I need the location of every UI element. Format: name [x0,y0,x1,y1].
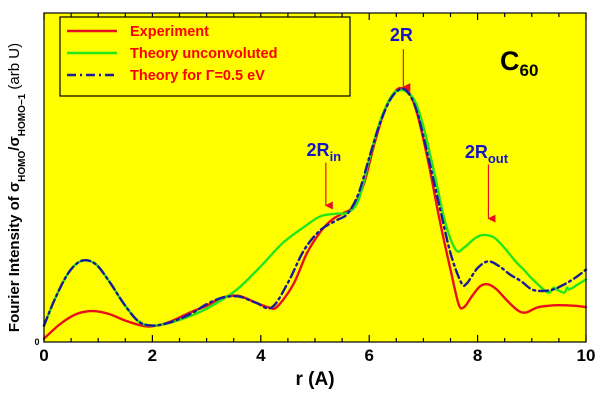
y-axis-title: Fourier Intensity of σHOMO/σHOMO−1 (arb … [6,43,28,332]
y-axis-title-slash: /σ [6,136,23,150]
x-tick-label: 10 [577,346,596,365]
annotation-sub: in [330,149,342,164]
molecule-label: C60 [500,46,538,80]
y-axis-title-sub1: HOMO [17,150,28,181]
molecule-label-sub: 60 [520,61,539,80]
annotation-label-2: 2Rin [307,140,342,164]
series-line-3 [42,87,588,327]
molecule-label-main: C [500,46,520,76]
y-axis-title-suffix: (arb U) [6,43,23,94]
x-tick-label: 8 [473,346,482,365]
annotation-main: 2R [390,25,413,45]
y-axis-title-prefix: Fourier Intensity of σ [6,182,23,332]
annotation-label-1: 2R [390,25,413,45]
annotation-main: 2R [465,142,488,162]
legend-label-3: Theory for Γ=0.5 eV [130,68,265,84]
x-tick-label: 2 [148,346,157,365]
x-tick-label: 0 [39,346,48,365]
series-layer [42,86,588,340]
x-axis-title: r (A) [295,369,334,390]
annotation-main: 2R [307,140,330,160]
y-axis-title-sub2: HOMO−1 [17,93,28,136]
legend-label-2: Theory unconvoluted [130,46,277,62]
legend: Experiment Theory unconvoluted Theory for … [59,16,351,97]
y-tick-label: 0 [34,337,39,347]
annotation-label-3: 2Rout [465,142,509,166]
ticks-layer: 0 2 4 6 8 10 0 [34,13,595,365]
x-tick-label: 6 [364,346,373,365]
x-tick-label: 4 [256,346,266,365]
legend-label-1: Experiment [130,24,209,40]
annotation-sub: out [488,151,509,166]
